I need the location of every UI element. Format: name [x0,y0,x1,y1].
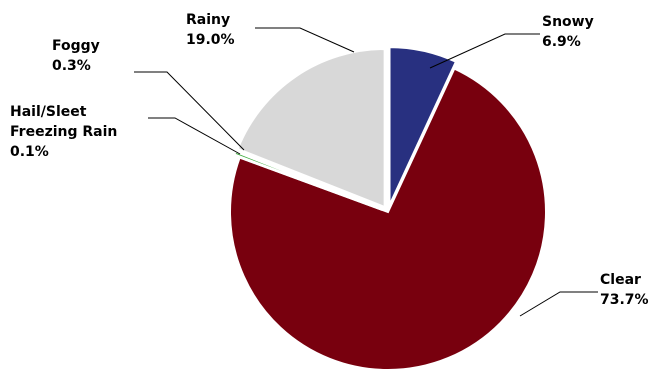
slice-name-text: Freezing Rain [10,124,117,140]
slice-name-text: Clear [600,272,641,288]
slice-value-text: 0.1% [10,144,49,160]
slice-name-text: Snowy [542,14,594,30]
slice-label-rainy: Rainy 19.0% [186,12,235,48]
slice-value-text: 0.3% [52,58,91,74]
slice-name-text: Rainy [186,12,230,28]
leader-line-rainy [255,27,355,53]
slice-label-clear: Clear 73.7% [600,272,649,308]
pie-slice-clear [229,67,547,371]
leader-line-snowy [429,33,540,69]
pie-slice-snowy [388,46,458,206]
slice-name-text: Foggy [52,38,100,54]
pie-slice-rainy [236,48,386,209]
slice-value-text: 6.9% [542,34,581,50]
slice-label-hail-sleet-freezing-rain: Hail/Sleet Freezing Rain 0.1% [10,104,117,160]
pie-slices [229,46,547,371]
slice-value-text: 73.7% [600,292,649,308]
leader-line-foggy [134,71,245,151]
pie-labels: Snowy 6.9% Clear 73.7% Hail/Sleet Freezing Ra… [10,12,649,308]
slice-value-text: 19.0% [186,32,235,48]
slice-label-snowy: Snowy 6.9% [542,14,594,50]
slice-label-foggy: Foggy 0.3% [52,38,100,74]
slice-name-text: Hail/Sleet [10,104,87,120]
pie-leader-lines [134,27,598,317]
leader-line-hail-sleet-freezing-rain [148,117,241,155]
leader-line-clear [519,291,598,317]
